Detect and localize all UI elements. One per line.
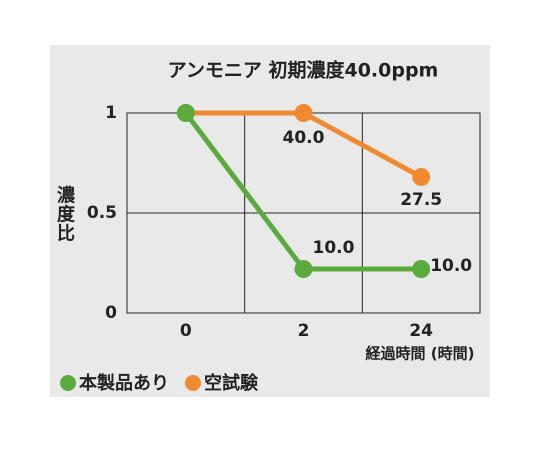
data-label: 40.0 <box>283 128 325 148</box>
data-label: 27.5 <box>400 190 442 210</box>
data-point <box>412 260 431 278</box>
chart-title: アンモニア 初期濃度40.0ppm <box>168 59 439 82</box>
x-tick-label: 2 <box>298 321 310 341</box>
data-point <box>176 104 195 122</box>
x-tick-label: 0 <box>180 321 192 341</box>
y-tick-label: 1 <box>105 103 117 123</box>
y-tick-label: 0.5 <box>87 203 117 223</box>
data-label: 10.0 <box>313 238 355 258</box>
x-axis-label: 経過時間 (時間) <box>366 345 475 363</box>
x-tick-label: 24 <box>409 321 433 341</box>
data-point <box>412 168 431 186</box>
legend-label: 空試験 <box>204 372 259 394</box>
legend-label: 本製品あり <box>79 372 169 394</box>
legend-marker <box>185 375 201 391</box>
data-point <box>294 104 313 122</box>
data-label: 10.0 <box>430 256 472 276</box>
legend-marker <box>60 375 76 391</box>
data-point <box>294 260 313 278</box>
y-tick-label: 0 <box>105 303 117 323</box>
y-axis-label: 濃度比 <box>54 184 75 242</box>
